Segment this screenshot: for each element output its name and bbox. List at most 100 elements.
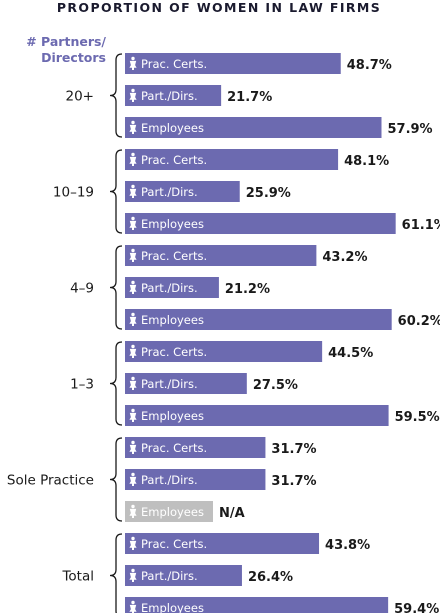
bar-5-2 (125, 597, 389, 613)
bar-5-1 (125, 565, 242, 586)
person-icon-body (129, 92, 137, 102)
bar-2-1 (125, 277, 219, 298)
person-icon (129, 312, 137, 326)
bar-value-label: 25.9% (246, 186, 291, 201)
group-label: 10–19 (53, 185, 94, 201)
group-label: 4–9 (70, 281, 94, 297)
person-icon-body (129, 316, 137, 326)
bar-category-label: Employees (141, 601, 204, 613)
group-brace (109, 533, 123, 613)
person-icon-body (129, 156, 137, 166)
group-brace (109, 245, 123, 330)
group-brace (109, 341, 123, 426)
bar-group-5: Total Prac. Certs. 43.8% Part./Dirs. 26.4% Em… (61, 533, 439, 613)
person-icon (129, 280, 137, 294)
group-brace (109, 437, 123, 522)
person-icon (129, 248, 137, 262)
person-icon (129, 504, 137, 518)
bar-category-label: Employees (141, 121, 204, 135)
person-icon-body (129, 572, 137, 582)
person-icon-body (129, 348, 137, 358)
person-icon (129, 56, 137, 70)
bar-groups: 20+ Prac. Certs. 48.7% Part./Dirs. 21.7% Empl… (7, 53, 440, 613)
bar-4-2 (125, 501, 213, 522)
group-label: Total (61, 569, 94, 585)
bar-4-0 (125, 437, 266, 458)
bar-value-label: 57.9% (387, 122, 432, 137)
bar-value-label: 43.8% (325, 538, 370, 553)
person-icon-head (131, 280, 135, 285)
group-brace (109, 53, 123, 138)
person-icon-head (131, 248, 135, 253)
bar-3-0 (125, 341, 323, 362)
person-icon (129, 536, 137, 550)
person-icon (129, 88, 137, 102)
y-axis-title-line1: # Partners/ (26, 34, 106, 49)
bar-category-label: Part./Dirs. (141, 185, 198, 199)
group-label: 20+ (66, 89, 95, 105)
bar-category-label: Employees (141, 313, 204, 327)
bar-value-label: 61.1% (402, 218, 440, 233)
person-icon-body (129, 60, 137, 70)
bar-3-2 (125, 405, 389, 426)
person-icon-body (129, 284, 137, 294)
person-icon-head (131, 536, 135, 541)
bar-0-0 (125, 53, 341, 74)
person-icon-head (131, 568, 135, 573)
person-icon-body (129, 412, 137, 422)
bar-value-label: 44.5% (328, 346, 373, 361)
person-icon (129, 472, 137, 486)
person-icon-head (131, 216, 135, 221)
bar-value-label: 26.4% (248, 570, 293, 585)
bar-group-4: Sole Practice Prac. Certs. 31.7% Part./Dirs… (7, 437, 317, 522)
group-label: Sole Practice (7, 473, 94, 489)
bar-category-label: Prac. Certs. (141, 441, 207, 455)
person-icon-body (129, 508, 137, 518)
bar-category-label: Part./Dirs. (141, 89, 198, 103)
bar-value-label: 59.4% (394, 602, 439, 613)
bar-2-0 (125, 245, 317, 266)
bar-value-label: 21.7% (227, 90, 272, 105)
bar-category-label: Part./Dirs. (141, 569, 198, 583)
person-icon-body (129, 540, 137, 550)
bar-2-2 (125, 309, 392, 330)
person-icon-body (129, 444, 137, 454)
person-icon-head (131, 120, 135, 125)
bar-value-label: 31.7% (271, 442, 316, 457)
bar-1-1 (125, 181, 240, 202)
person-icon-body (129, 252, 137, 262)
person-icon (129, 152, 137, 166)
bar-group-3: 1–3 Prac. Certs. 44.5% Part./Dirs. 27.5% Empl… (70, 341, 440, 426)
bar-category-label: Part./Dirs. (141, 281, 198, 295)
bar-category-label: Prac. Certs. (141, 57, 207, 71)
bar-value-label: 27.5% (253, 378, 298, 393)
group-brace (109, 149, 123, 234)
group-label: 1–3 (70, 377, 94, 393)
person-icon-head (131, 56, 135, 61)
bar-group-0: 20+ Prac. Certs. 48.7% Part./Dirs. 21.7% Empl… (66, 53, 433, 138)
person-icon-head (131, 312, 135, 317)
bar-value-label: 48.1% (344, 154, 389, 169)
bar-value-label: 48.7% (347, 58, 392, 73)
bar-category-label: Prac. Certs. (141, 345, 207, 359)
bar-category-label: Prac. Certs. (141, 537, 207, 551)
person-icon (129, 568, 137, 582)
chart-title: PROPORTION OF WOMEN IN LAW FIRMS (57, 0, 381, 15)
person-icon-body (129, 124, 137, 134)
person-icon-head (131, 408, 135, 413)
person-icon-body (129, 220, 137, 230)
bar-group-1: 10–19 Prac. Certs. 48.1% Part./Dirs. 25.9% Em… (53, 149, 440, 234)
person-icon-head (131, 88, 135, 93)
person-icon-body (129, 604, 137, 613)
bar-4-1 (125, 469, 266, 490)
bar-1-0 (125, 149, 339, 170)
person-icon-head (131, 504, 135, 509)
bar-category-label: Prac. Certs. (141, 249, 207, 263)
person-icon-head (131, 440, 135, 445)
person-icon-head (131, 376, 135, 381)
person-icon (129, 344, 137, 358)
bar-3-1 (125, 373, 247, 394)
bar-value-label: 60.2% (398, 314, 440, 329)
bar-value-label: 59.5% (395, 410, 440, 425)
